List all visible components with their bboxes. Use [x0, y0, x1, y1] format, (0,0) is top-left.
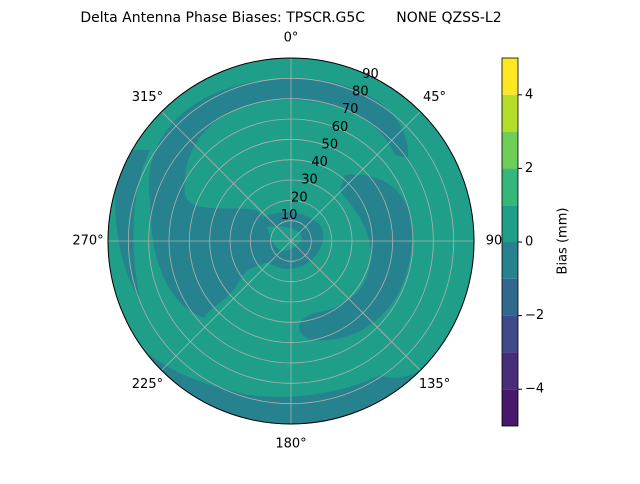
- grid-spoke: [290, 111, 421, 242]
- r-tick-label: 20: [291, 190, 308, 205]
- colorbar: −4 −2 0 2 4: [501, 57, 544, 427]
- grid-spoke: [161, 240, 292, 371]
- colorbar-tick-label: 0: [525, 235, 533, 250]
- grid-spoke: [161, 111, 292, 242]
- theta-tick-label: 315°: [132, 90, 163, 105]
- theta-tick-label: 45°: [423, 90, 446, 105]
- contour-region: [299, 174, 413, 341]
- chart-title: Delta Antenna Phase Biases: TPSCR.G5C NO…: [80, 10, 501, 26]
- r-tick-label: 10: [281, 208, 298, 223]
- r-tick-label: 60: [332, 120, 349, 135]
- theta-tick-label: 270°: [72, 234, 103, 249]
- polar-grid: [107, 57, 475, 425]
- r-tick-label: 80: [352, 85, 369, 100]
- theta-tick-label: 90: [486, 234, 503, 249]
- grid-spoke: [290, 240, 421, 371]
- colorbar-band: [502, 389, 518, 426]
- colorbar-tick-label: 2: [525, 161, 533, 176]
- colorbar-band: [502, 315, 518, 353]
- colorbar-tick-label: −2: [525, 308, 544, 323]
- theta-tick-label: 180°: [275, 437, 306, 452]
- r-tick-label: 90: [362, 67, 379, 82]
- colorbar-band: [502, 205, 518, 242]
- colorbar-tick-label: 4: [525, 87, 533, 102]
- r-tick-label: 70: [342, 102, 359, 117]
- r-tick-label: 50: [322, 137, 339, 152]
- colorbar-band: [502, 94, 518, 132]
- colorbar-band: [502, 278, 518, 316]
- r-tick-label: 30: [301, 173, 318, 188]
- colorbar-band: [502, 242, 518, 279]
- colorbar-tick-label: −4: [525, 382, 544, 397]
- colorbar-band: [502, 58, 518, 95]
- r-tick-label: 40: [311, 155, 328, 170]
- theta-tick-label: 0°: [284, 31, 299, 46]
- colorbar-band: [502, 131, 518, 169]
- theta-tick-label: 135°: [419, 377, 450, 392]
- colorbar-band: [502, 352, 518, 390]
- colorbar-band: [502, 168, 518, 206]
- polar-frame: [107, 57, 475, 425]
- theta-tick-label: 225°: [132, 377, 163, 392]
- colorbar-label: Bias (mm): [556, 208, 571, 275]
